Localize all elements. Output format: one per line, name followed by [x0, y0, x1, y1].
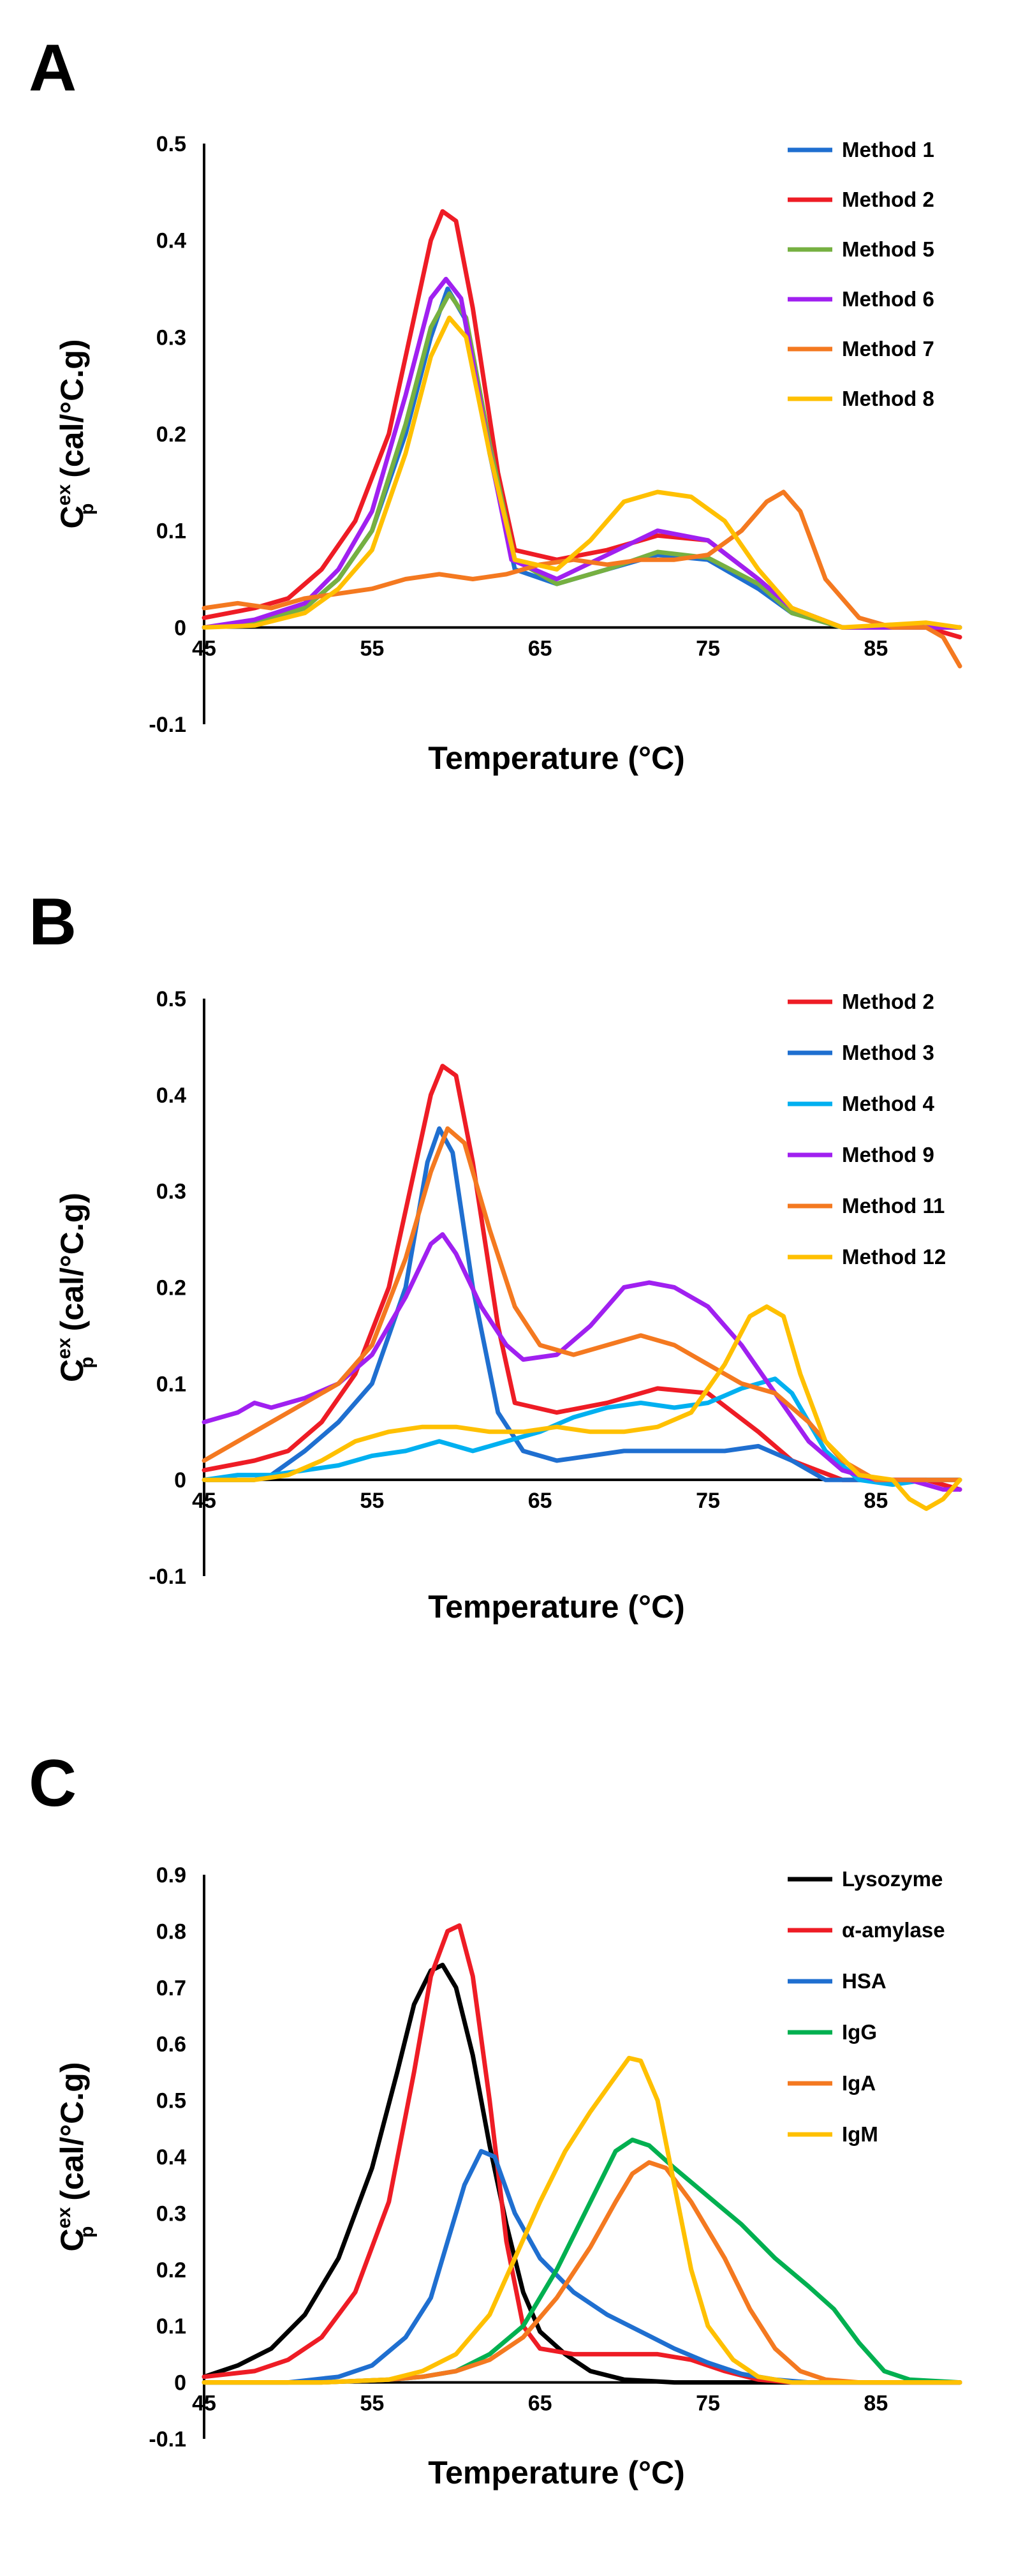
y-tick-label: -0.1: [149, 1565, 186, 1589]
x-axis-title: Temperature (°C): [428, 2455, 684, 2490]
legend-entry: Method 12: [842, 1245, 946, 1269]
y-tick-label: 0.7: [156, 1976, 186, 2000]
y-axis-title-unit: (cal/°C.g): [54, 2062, 90, 2210]
y-tick-label: 0.2: [156, 422, 186, 447]
legend-entry: Method 9: [842, 1143, 934, 1166]
legend-entry: IgA: [842, 2071, 876, 2095]
y-tick-label: 0.6: [156, 2032, 186, 2057]
x-tick-label: 85: [864, 636, 888, 660]
legend-entry: Method 11: [842, 1194, 945, 1217]
y-tick-label: 0.4: [156, 2145, 186, 2170]
panel-letter-a: A: [29, 31, 77, 105]
y-tick-label: 0.4: [156, 1083, 186, 1108]
panel-letter-b: B: [29, 885, 77, 959]
y-axis-title: Cexp (cal/°C.g): [54, 2062, 98, 2252]
y-tick-label: 0.3: [156, 2201, 186, 2226]
y-tick-label: -0.1: [149, 2427, 186, 2452]
legend-entry: Method 5: [842, 237, 934, 261]
series-line-method-12: [202, 1304, 962, 1511]
y-axis-title-base: C: [54, 1359, 90, 1382]
legend-entry: Lysozyme: [842, 1867, 943, 1891]
y-axis-title-sup: ex: [54, 2207, 75, 2229]
series-line-method-9: [202, 1232, 962, 1492]
y-axis-title-unit: (cal/°C.g): [54, 339, 90, 487]
series-line-igm: [202, 2055, 962, 2385]
y-axis-title-sub: p: [77, 1357, 98, 1368]
y-tick-label: -0.1: [149, 713, 186, 737]
y-axis-title-sub: p: [77, 503, 98, 515]
series-line-method-2: [202, 1064, 962, 1492]
series-line--amylase: [202, 1923, 962, 2385]
y-tick-label: 0.1: [156, 1372, 186, 1396]
x-tick-label: 65: [528, 636, 552, 660]
chart-panel-c: C -0.1 0 0.1 0.2 0.3 0.4 0.5 0.6 0.7 0.8 0.9 45 55 65…: [29, 1746, 962, 2490]
y-tick-label: 0.9: [156, 1863, 186, 1887]
y-tick-label: 0: [174, 2371, 186, 2395]
chart-panel-b: B -0.1 0 0.1 0.2 0.3 0.4 0.5 45 55 65 75 85 Method 2…: [29, 885, 962, 1625]
y-tick-label: 0.2: [156, 2258, 186, 2282]
x-tick-label: 85: [864, 2392, 888, 2416]
y-axis-title: Cexp (cal/°C.g): [54, 339, 98, 529]
y-tick-label: 0.5: [156, 132, 186, 156]
legend-entry: α-amylase: [842, 1918, 945, 1942]
x-tick-label: 55: [360, 1489, 384, 1513]
y-tick-label: 0.1: [156, 519, 186, 544]
legend-entry: Method 7: [842, 337, 934, 361]
y-tick-label: 0.1: [156, 2314, 186, 2339]
y-tick-label: 0.5: [156, 987, 186, 1011]
x-tick-label: 75: [696, 636, 720, 660]
x-tick-label: 55: [360, 2392, 384, 2416]
series-line-lysozyme: [202, 1962, 962, 2385]
legend-entry: Method 1: [842, 138, 934, 161]
legend-entry: Method 2: [842, 188, 934, 211]
y-axis-title: Cexp (cal/°C.g): [54, 1193, 98, 1382]
legend-entry: Method 2: [842, 990, 934, 1013]
y-axis-title-sub: p: [77, 2226, 98, 2238]
legend-entry: HSA: [842, 1969, 887, 1993]
x-tick-label: 65: [528, 1489, 552, 1513]
x-tick-label: 75: [696, 1489, 720, 1513]
x-tick-label: 85: [864, 1489, 888, 1513]
y-tick-label: 0.4: [156, 229, 186, 253]
series-line-method-8: [202, 315, 962, 630]
y-axis-title-sup: ex: [54, 484, 75, 506]
y-tick-label: 0.2: [156, 1276, 186, 1300]
y-axis-title-base: C: [54, 505, 90, 528]
legend-entry: Method 8: [842, 387, 934, 410]
y-tick-label: 0.8: [156, 1919, 186, 1944]
series-line-method-11: [202, 1126, 962, 1482]
x-tick-label: 65: [528, 2392, 552, 2416]
y-tick-label: 0.3: [156, 1180, 186, 1204]
y-tick-label: 0.3: [156, 325, 186, 350]
y-axis-title-unit: (cal/°C.g): [54, 1193, 90, 1340]
legend-entry: Method 4: [842, 1092, 934, 1115]
legend-entry: IgG: [842, 2020, 877, 2044]
series-line-method-7: [202, 489, 962, 669]
y-tick-label: 0.5: [156, 2089, 186, 2113]
x-tick-label: 45: [192, 1489, 216, 1513]
legend-entry: Method 6: [842, 287, 934, 311]
y-tick-label: 0: [174, 1468, 186, 1493]
x-tick-label: 45: [192, 636, 216, 660]
legend-entry: Method 3: [842, 1041, 934, 1064]
y-axis-title-sup: ex: [54, 1337, 75, 1359]
x-tick-label: 55: [360, 636, 384, 660]
series-line-hsa: [202, 2148, 962, 2385]
x-axis-title: Temperature (°C): [428, 740, 684, 776]
panel-letter-c: C: [29, 1746, 77, 1820]
series-line-method-3: [202, 1126, 962, 1482]
x-tick-label: 75: [696, 2392, 720, 2416]
series-line-method-2: [202, 209, 962, 639]
y-tick-label: 0: [174, 616, 186, 640]
legend-entry: IgM: [842, 2122, 878, 2146]
y-axis-title-base: C: [54, 2228, 90, 2251]
chart-panel-a: A -0.1 0 0.1 0.2 0.3 0.4 0.5 45 55 65 75 85 Method 1…: [29, 31, 962, 776]
series-line-iga: [202, 2160, 962, 2385]
x-tick-label: 45: [192, 2392, 216, 2416]
x-axis-title: Temperature (°C): [428, 1589, 684, 1625]
series-line-method-4: [202, 1376, 962, 1487]
